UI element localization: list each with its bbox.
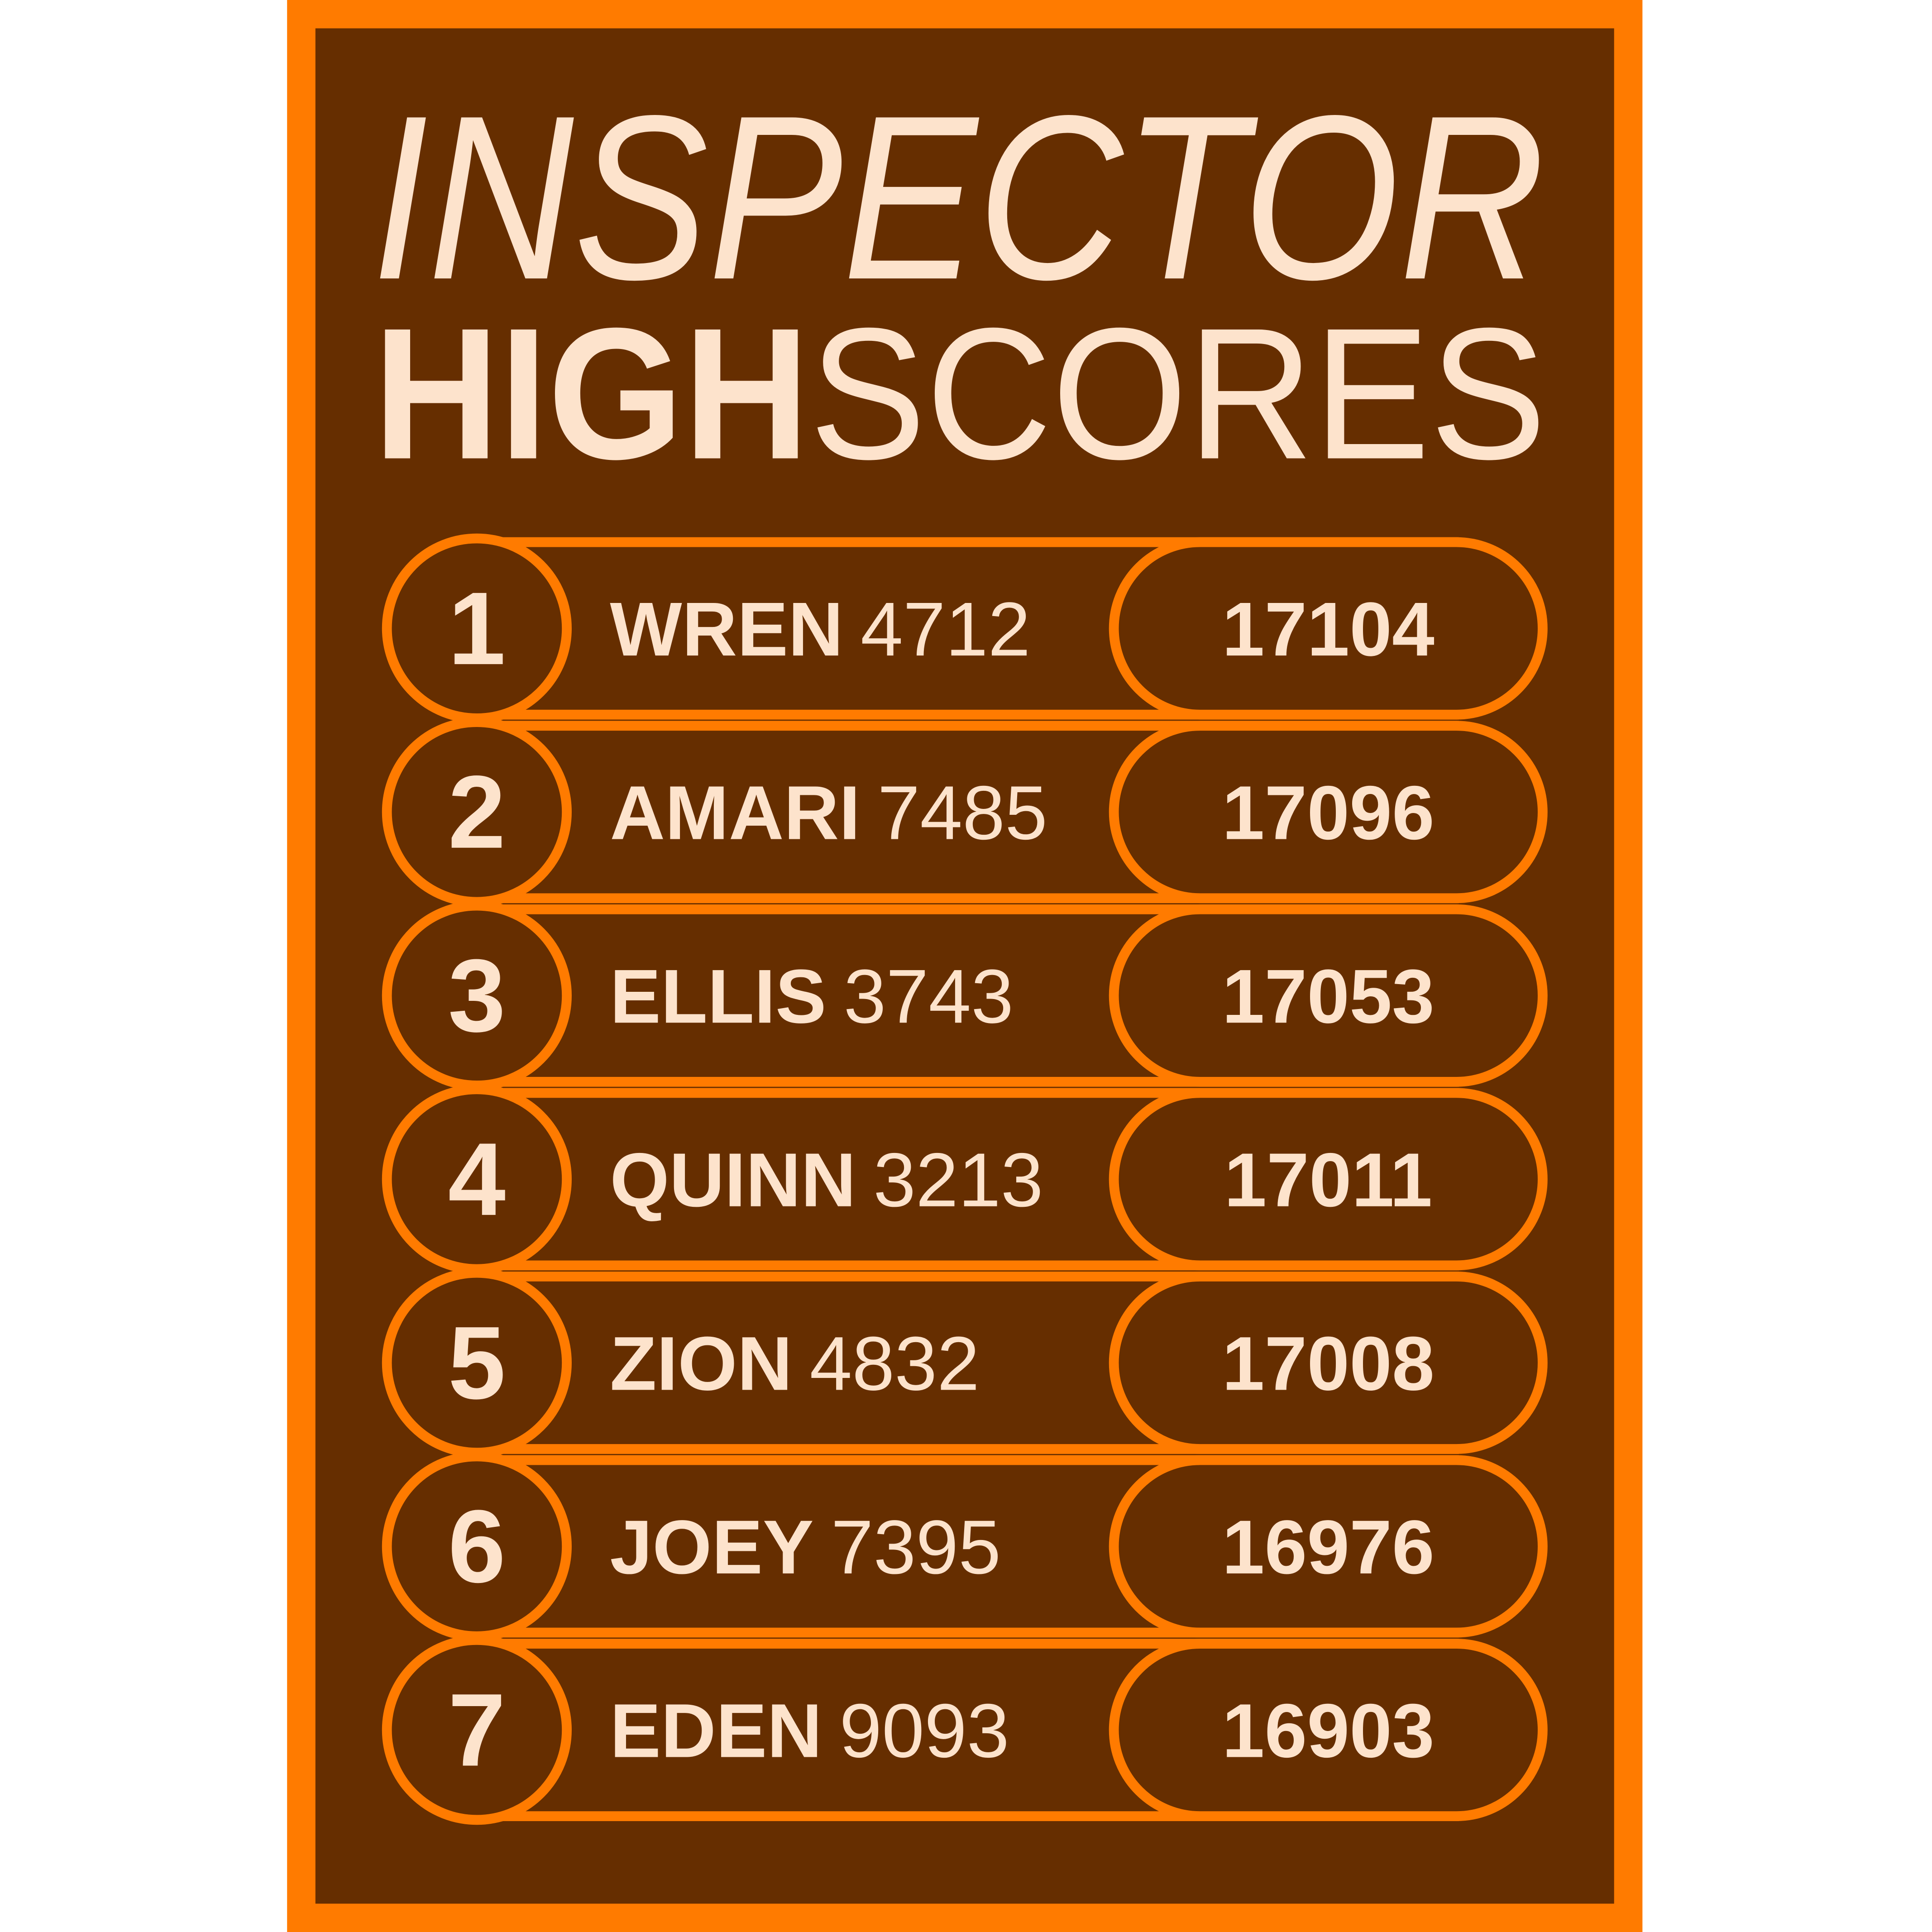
score: 17008 xyxy=(1222,1320,1435,1406)
score-rows: 1 WREN 4712 17104 2 AMARI 7485 17096 3 ELLIS 3743 1… xyxy=(382,533,1548,1825)
rank: 5 xyxy=(448,1305,506,1420)
score-row: 1 WREN 4712 17104 xyxy=(382,533,1548,723)
player-entry: AMARI 7485 xyxy=(610,770,1047,856)
score-row: 6 JOEY 7395 16976 xyxy=(382,1451,1548,1641)
score-pill xyxy=(1109,1455,1548,1638)
player-id: 7485 xyxy=(878,770,1047,856)
score-pill xyxy=(1109,1088,1548,1271)
player-name: JOEY xyxy=(610,1504,813,1590)
score: 17053 xyxy=(1222,953,1435,1039)
player-id: 4712 xyxy=(861,586,1030,672)
score-row: 5 ZION 4832 17008 xyxy=(382,1267,1548,1458)
rank: 4 xyxy=(448,1122,506,1237)
player-id: 7395 xyxy=(831,1504,1001,1590)
player-name: WREN xyxy=(610,586,843,672)
score-pill xyxy=(1109,721,1548,904)
player-entry: EDEN 9093 xyxy=(610,1688,1009,1773)
score-pill xyxy=(1109,1272,1548,1454)
score: 16976 xyxy=(1222,1504,1435,1590)
rank-badge xyxy=(382,1635,572,1825)
title-line-1: INSPECTOR xyxy=(372,67,1545,328)
title-scores: SCORES xyxy=(809,289,1546,498)
title-line-2: HIGHSCORES xyxy=(373,289,1546,498)
rank: 2 xyxy=(448,755,506,870)
score-row: 4 QUINN 3213 17011 xyxy=(382,1084,1548,1274)
player-name: ELLIS xyxy=(610,953,826,1039)
score-pill xyxy=(1109,904,1548,1087)
player-name: AMARI xyxy=(610,770,860,856)
title-high: HIGH xyxy=(373,289,810,498)
player-name: QUINN xyxy=(610,1137,856,1223)
rank: 6 xyxy=(448,1489,506,1604)
score-pill xyxy=(1109,1639,1548,1822)
score: 17011 xyxy=(1224,1137,1432,1223)
player-entry: ZION 4832 xyxy=(610,1320,980,1406)
player-id: 3213 xyxy=(873,1137,1043,1223)
rank: 3 xyxy=(448,938,506,1053)
player-entry: WREN 4712 xyxy=(610,586,1030,672)
score-pill xyxy=(1109,537,1548,720)
player-id: 4832 xyxy=(810,1320,980,1406)
player-name: EDEN xyxy=(610,1688,822,1773)
player-id: 3743 xyxy=(844,953,1014,1039)
score-row: 7 EDEN 9093 16903 xyxy=(382,1635,1548,1825)
score: 16903 xyxy=(1222,1688,1435,1773)
score: 17096 xyxy=(1222,770,1435,856)
player-entry: ELLIS 3743 xyxy=(610,953,1014,1039)
rank: 7 xyxy=(448,1673,506,1788)
score-row: 3 ELLIS 3743 17053 xyxy=(382,900,1548,1090)
player-entry: JOEY 7395 xyxy=(610,1504,1001,1590)
score-row: 2 AMARI 7485 17096 xyxy=(382,717,1548,907)
rank: 1 xyxy=(448,571,506,686)
player-entry: QUINN 3213 xyxy=(610,1137,1043,1223)
player-name: ZION xyxy=(610,1320,792,1406)
score: 17104 xyxy=(1222,586,1435,672)
player-id: 9093 xyxy=(839,1688,1009,1773)
